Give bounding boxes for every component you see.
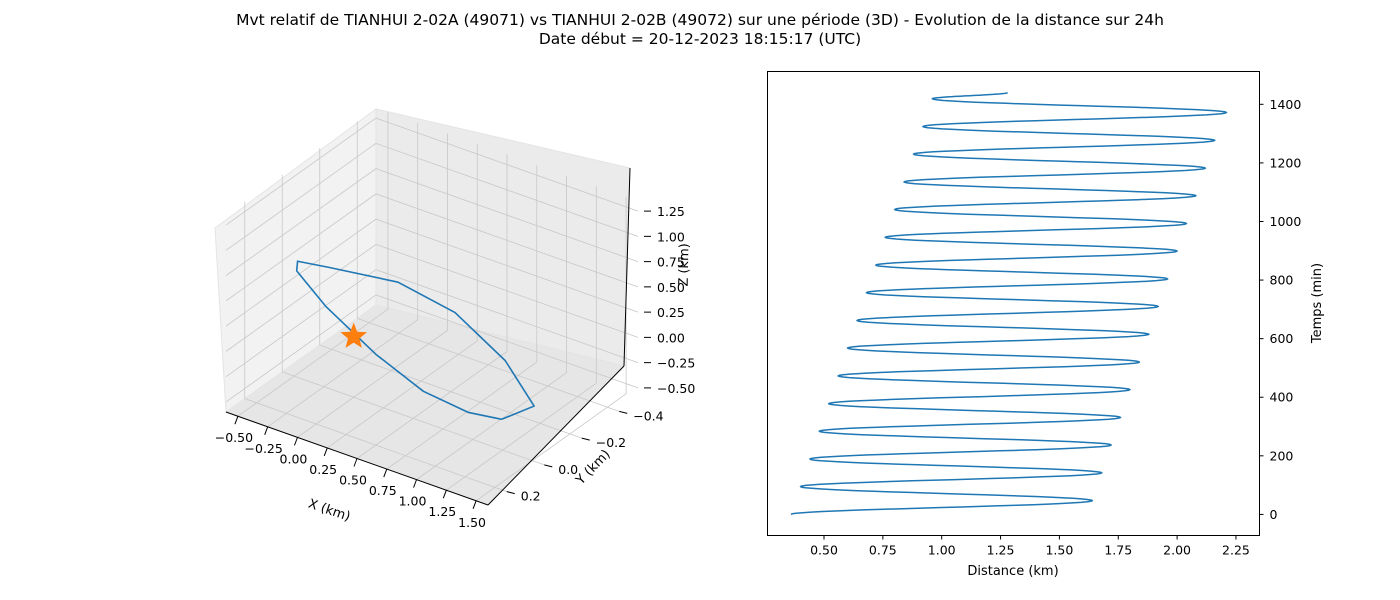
plot3d-y-tick — [544, 464, 553, 468]
plot2d-frame — [767, 71, 1260, 536]
plot3d-grid-x — [326, 143, 478, 449]
plot3d-y-tick — [506, 491, 515, 495]
plot3d-x-tick — [264, 426, 269, 435]
plot2d-x-tick-label: 1.00 — [928, 543, 956, 558]
plot3d-z-tick-label: 1.00 — [657, 229, 685, 244]
plot2d-x-tick-label: 2.25 — [1222, 543, 1250, 558]
plot2d-y-tick-label: 200 — [1270, 448, 1294, 463]
figure-title-line1: Mvt relatif de TIANHUI 2-02A (49071) vs … — [236, 11, 1164, 29]
plot3d-x-tick — [353, 458, 358, 467]
plot3d-gridlines — [225, 112, 639, 502]
plot3d-x-tick-label: −0.25 — [245, 441, 283, 456]
plot3d-x-tick — [442, 490, 447, 499]
plot2d-y-tick-label: 1400 — [1270, 97, 1302, 112]
plot3d-x-tick-label: 0.75 — [369, 483, 397, 498]
plot3d-grid-x — [475, 196, 627, 502]
plot3d-x-tick — [383, 468, 388, 478]
plot2d-y-tick-label: 1000 — [1270, 214, 1302, 229]
plot3d-origin-star-marker — [340, 322, 367, 348]
figure-title-line2: Date début = 20-12-2023 18:15:17 (UTC) — [539, 30, 861, 48]
plot3d-z-tick-label: 0.25 — [657, 305, 685, 320]
plot3d-y-tick — [581, 437, 590, 441]
plot3d-curve-group — [295, 260, 535, 421]
plot3d-grid-x — [416, 175, 567, 480]
plot3d-xlabel: X (km) — [306, 497, 352, 525]
plot3d-grid-z — [225, 142, 639, 251]
plot2d-x-tick-label: 0.75 — [869, 543, 897, 558]
plot3d-grid-x — [297, 133, 448, 438]
plot3d-x-tick-label: 1.00 — [399, 494, 427, 509]
plot3d-ylabel: Y (km) — [573, 447, 614, 489]
plot3d-y-tick — [619, 410, 628, 414]
plot3d-grid-z — [225, 193, 639, 302]
plot3d-grid-y — [281, 174, 545, 466]
plot2d-x-tick-label: 2.00 — [1163, 543, 1191, 558]
plot3d-y-axis-line — [487, 365, 625, 506]
plot2d-x-tick-label: 1.25 — [987, 543, 1015, 558]
plot2d-x-tick-label: 1.75 — [1104, 543, 1132, 558]
plot2d-y-tick-label: 800 — [1270, 273, 1294, 288]
plot3d-grid-x — [237, 112, 389, 417]
plot3d-grid-z — [225, 269, 639, 377]
plot3d-grid-z — [225, 218, 639, 327]
plot3d-x-tick-label: −0.50 — [215, 430, 253, 445]
plot2d-distance-series — [790, 91, 1228, 516]
plot3d-grid-x — [386, 165, 538, 470]
plot3d-grid-y — [244, 201, 507, 493]
plot3d-x-tick — [293, 437, 298, 446]
plot3d-grid-z — [225, 117, 639, 226]
plot3d-x-tick-label: 0.50 — [339, 473, 367, 488]
plot3d-grid-z — [225, 294, 639, 403]
plot3d-trajectory-line — [295, 260, 535, 421]
plot3d-z-tick-label: −0.25 — [657, 356, 695, 371]
plot2d-x-tick-label: 0.50 — [810, 543, 838, 558]
plot2d-ticks: 0.50 0.75 1.00 1.25 1.50 1.75 2.00 2.25 0 200 400 6… — [810, 97, 1301, 558]
plot3d-x-tick — [472, 500, 477, 509]
plot2d-ylabel: Temps (min) — [1310, 263, 1325, 344]
plot3d-ticks: −0.50−0.250.000.250.500.751.001.251.50−0… — [215, 204, 696, 530]
plot3d-grid-z — [225, 168, 639, 276]
plot2d: 0.50 0.75 1.00 1.25 1.50 1.75 2.00 2.25 0 200 400 6… — [767, 71, 1325, 579]
plot3d-z-axis-line — [623, 167, 631, 367]
plot3d-y-tick-label: 0.0 — [558, 462, 578, 477]
plot3d-zlabel: Z (km) — [677, 243, 693, 287]
plot3d-z-tick-label: 0.50 — [657, 280, 685, 295]
plot3d-z-tick-label: 1.25 — [657, 204, 685, 219]
plot2d-y-tick-label: 600 — [1270, 331, 1294, 346]
plot3d-grid-x — [446, 186, 597, 491]
plot3d-x-tick-label: 1.50 — [458, 515, 486, 530]
plot3d-x-tick — [413, 479, 418, 488]
plot3d-x-tick-label: 0.25 — [309, 462, 337, 477]
plot2d-xlabel: Distance (km) — [967, 564, 1058, 579]
plot3d-y-tick-label: 0.2 — [521, 489, 541, 504]
plot3d-x-tick-label: 1.25 — [428, 504, 456, 519]
plot3d-grid-y — [319, 148, 582, 439]
plot2d-y-tick-label: 1200 — [1270, 155, 1302, 170]
plot3d-grid-z — [225, 243, 639, 352]
plot3d-z-tick-label: 0.00 — [657, 330, 685, 345]
plot3d-x-tick — [323, 447, 328, 457]
plot3d-grid-x — [356, 154, 508, 459]
plot3d-grid-y — [356, 121, 620, 412]
plot3d: −0.50−0.250.000.250.500.751.001.251.50−0… — [214, 108, 696, 530]
plot3d-x-tick — [234, 416, 239, 425]
plot3d-z-tick-label: 0.75 — [657, 255, 685, 270]
plot2d-y-tick-label: 0 — [1270, 507, 1278, 522]
plot3d-x-tick-label: 0.00 — [280, 451, 308, 466]
plot3d-grid-x — [267, 122, 419, 428]
plot3d-y-tick-label: −0.2 — [596, 435, 626, 450]
plot2d-x-tick-label: 1.50 — [1045, 543, 1073, 558]
plot3d-y-tick-label: −0.4 — [633, 408, 663, 423]
plot3d-z-tick-label: −0.50 — [657, 381, 695, 396]
plot2d-y-tick-label: 400 — [1270, 390, 1294, 405]
